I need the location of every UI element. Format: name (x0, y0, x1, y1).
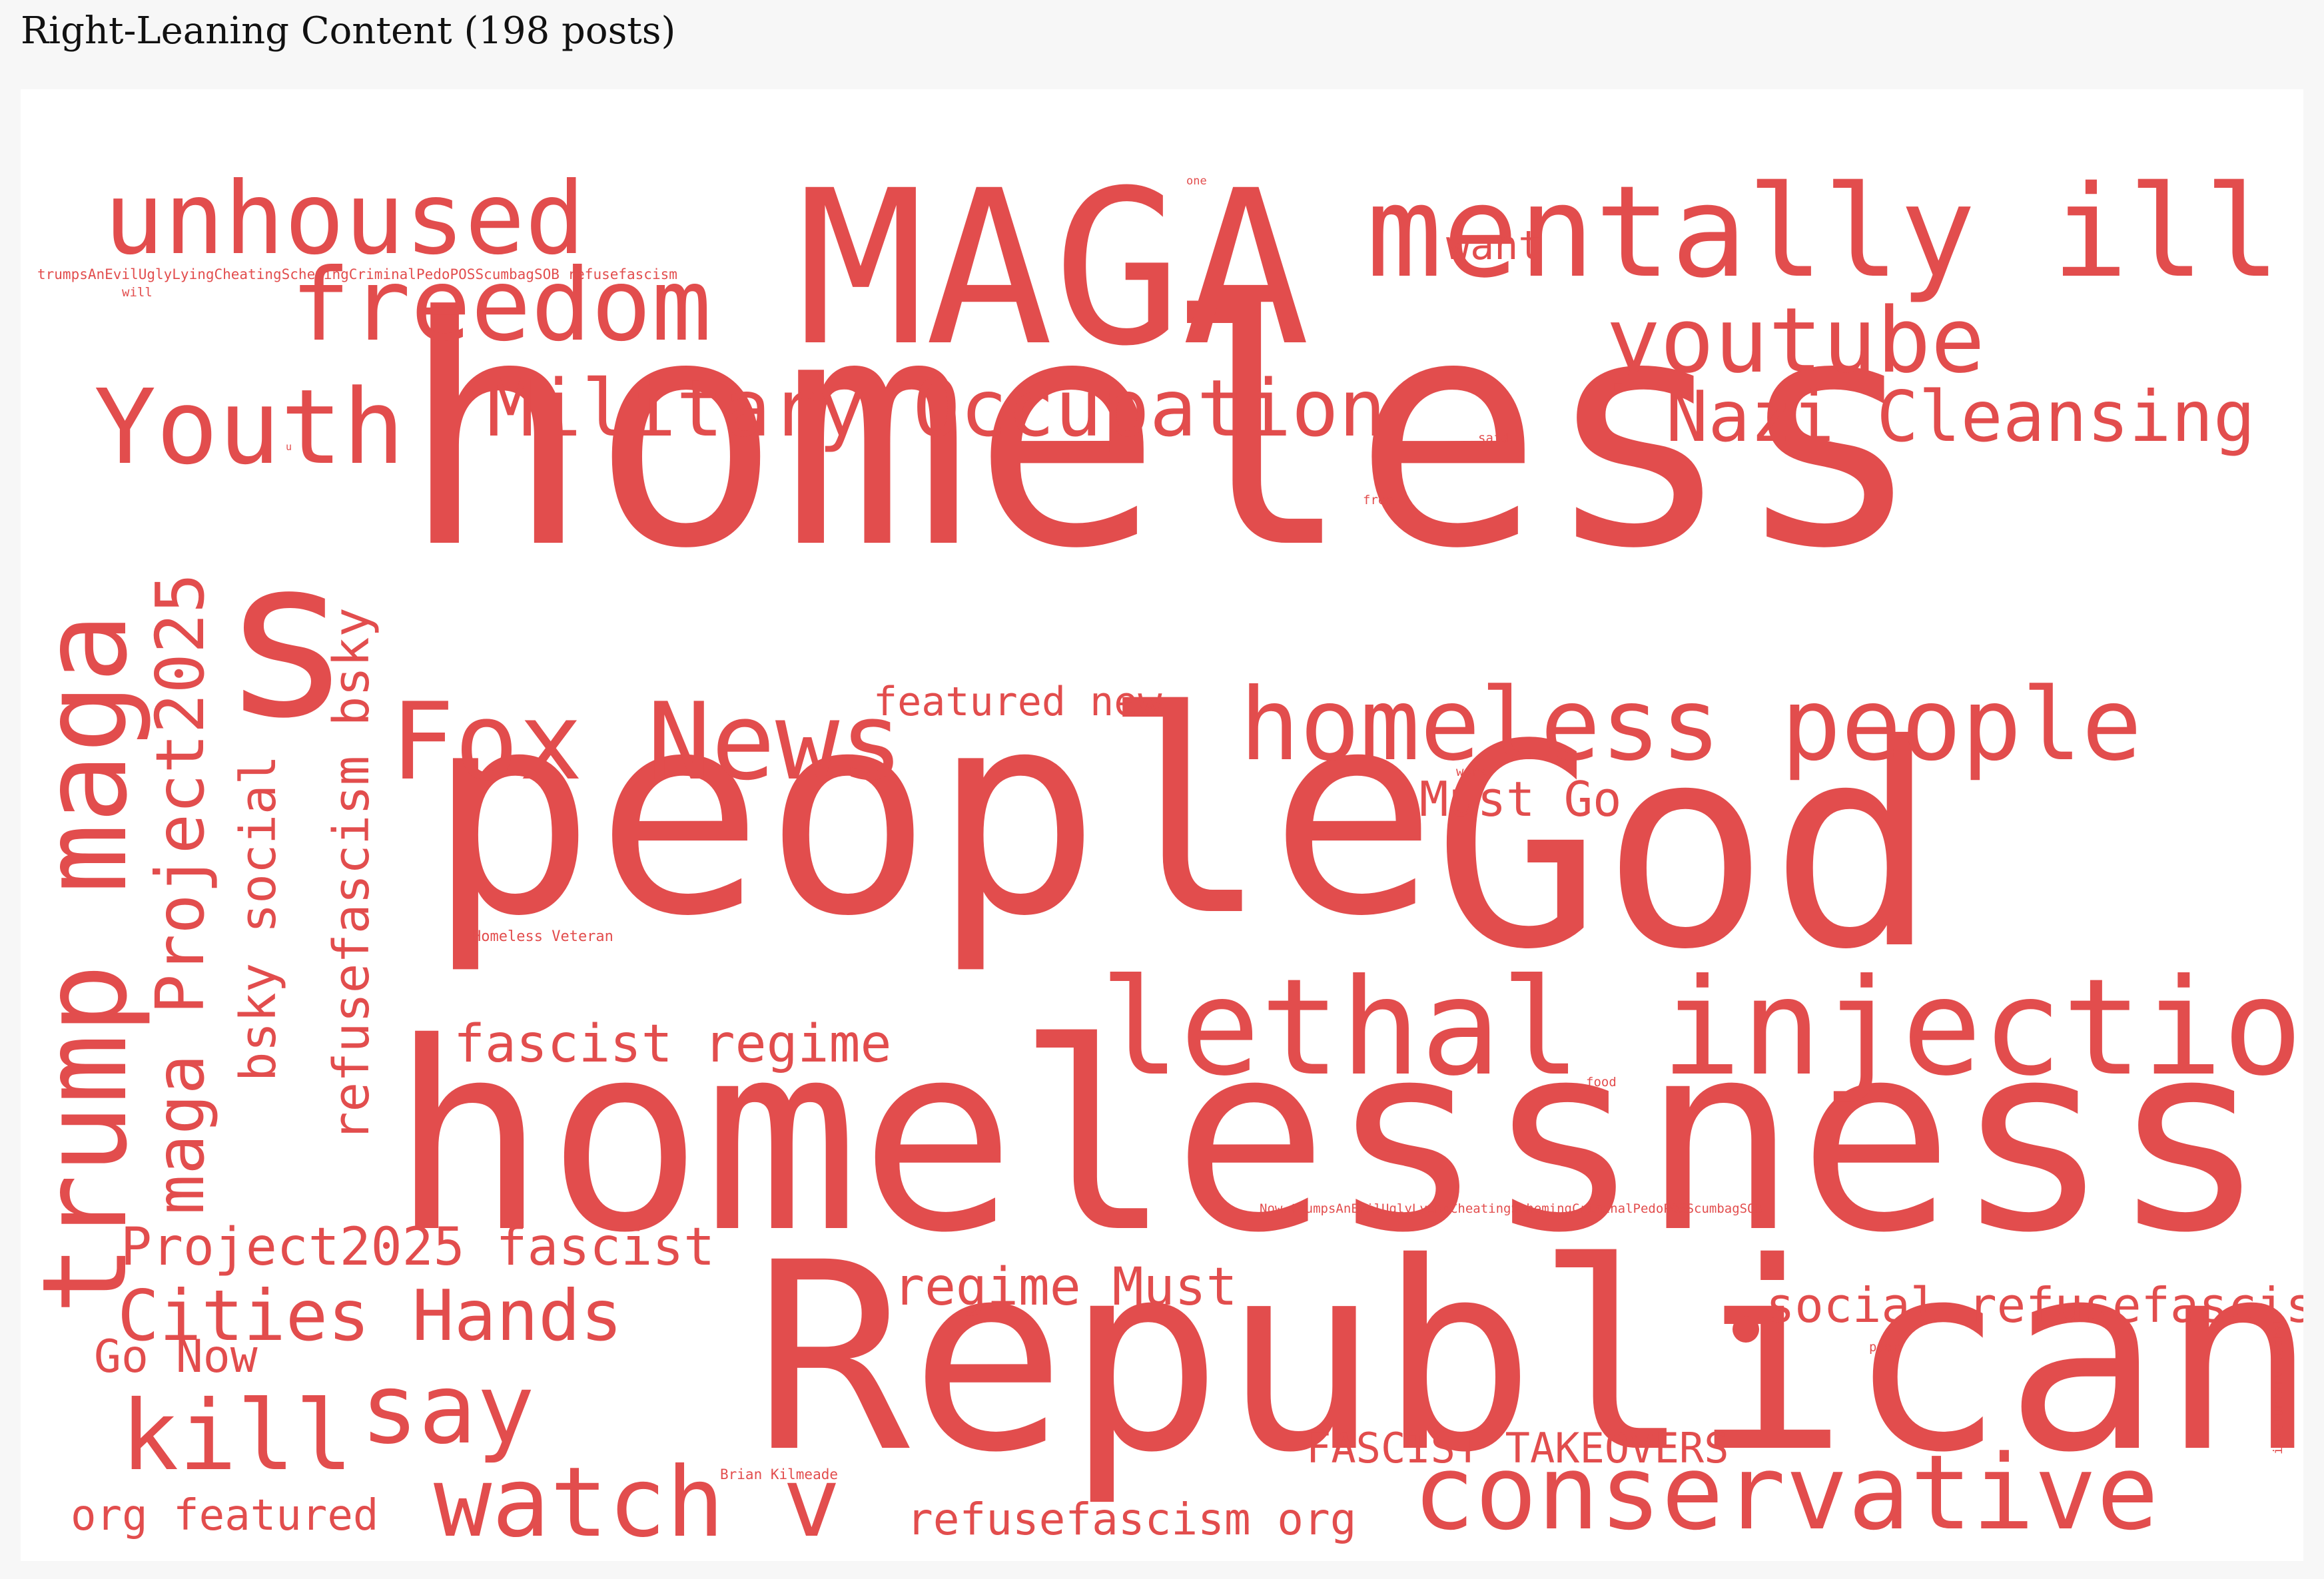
word-cloud-word: one (1186, 174, 1207, 188)
word-cloud-word: lethal injection (1100, 950, 2303, 1105)
word-cloud-word: conservative (1413, 1432, 2159, 1553)
word-cloud-word: Must Go (1419, 771, 1622, 827)
word-cloud-word: people (427, 652, 1438, 978)
word-cloud-word: homeless people (1240, 667, 2142, 783)
word-cloud-word: poor (1869, 1340, 1900, 1355)
word-cloud-word: Brian Kilmeade (720, 1466, 839, 1482)
word-cloud-word: Fox News (390, 679, 904, 804)
word-cloud-word: Go Now (94, 1331, 258, 1383)
word-cloud-word: social refusefascism (1766, 1277, 2303, 1333)
word-cloud-word: bsky social (230, 755, 287, 1082)
word-cloud-word: featured new (873, 679, 1162, 725)
word-cloud-word: free (1363, 493, 1393, 507)
word-cloud-word: youtube (1606, 288, 1985, 393)
word-cloud-word: watch v (434, 1446, 841, 1559)
word-cloud-word: Military Occupation (487, 362, 1386, 454)
word-cloud-word: maga Project2025 (141, 573, 219, 1215)
word-cloud-word: food (1586, 1075, 1617, 1090)
word-cloud-word: homelessness (390, 987, 2267, 1289)
word-cloud-word: fascist regime (454, 1014, 892, 1074)
word-cloud-word: Homeless Veteran (472, 928, 613, 945)
word-cloud-word: Now trumpsAnEvilUglyLyingCheatingSchemin… (1260, 1201, 1762, 1216)
word-cloud-word: want (1446, 222, 1543, 269)
word-cloud-word: u (286, 441, 292, 453)
word-cloud-word: Nazi Cleansing (1666, 376, 2256, 458)
word-cloud-word: org featured (71, 1491, 379, 1540)
word-cloud-word: work (1456, 765, 1487, 779)
word-cloud-word: mentally ill (1366, 158, 2281, 306)
word-cloud-dot (1733, 1316, 1759, 1343)
chart-title: Right-Leaning Content (198 posts) (21, 9, 676, 53)
word-cloud-word: Youth (94, 367, 405, 487)
word-cloud-word: homeless (400, 250, 1924, 618)
word-cloud-word: God (1433, 685, 1938, 1011)
word-cloud-word: regime Must (893, 1257, 1238, 1317)
word-cloud-word: refusefascism bsky (323, 607, 380, 1141)
word-cloud-word: Cities Hands (117, 1275, 623, 1357)
word-cloud-word: MAGA (797, 145, 1310, 393)
word-cloud-word: unhoused (104, 161, 585, 277)
word-cloud-word: will (122, 285, 153, 300)
word-cloud-word: Project2025 fascist (121, 1217, 715, 1277)
word-cloud-word: s (220, 511, 353, 767)
word-cloud-word: kill (121, 1380, 354, 1492)
word-cloud-word: freedom (290, 248, 712, 364)
word-cloud: homeless people God homelessness Republi… (21, 89, 2303, 1561)
word-cloud-word: trumpsAnEvilUglyLyingCheatingSchemingCri… (37, 266, 677, 282)
word-cloud-word: trump maga (21, 613, 153, 1315)
word-cloud-word: FASCIST TAKEOVERS (1306, 1424, 1729, 1472)
word-cloud-word: refusefascism org (907, 1494, 1357, 1545)
word-cloud-word: Republican (753, 1207, 2303, 1509)
word-cloud-word: say (360, 1353, 535, 1466)
word-cloud-word: said (1478, 431, 1509, 446)
word-cloud-word: involuntary lethal (2271, 1317, 2285, 1454)
